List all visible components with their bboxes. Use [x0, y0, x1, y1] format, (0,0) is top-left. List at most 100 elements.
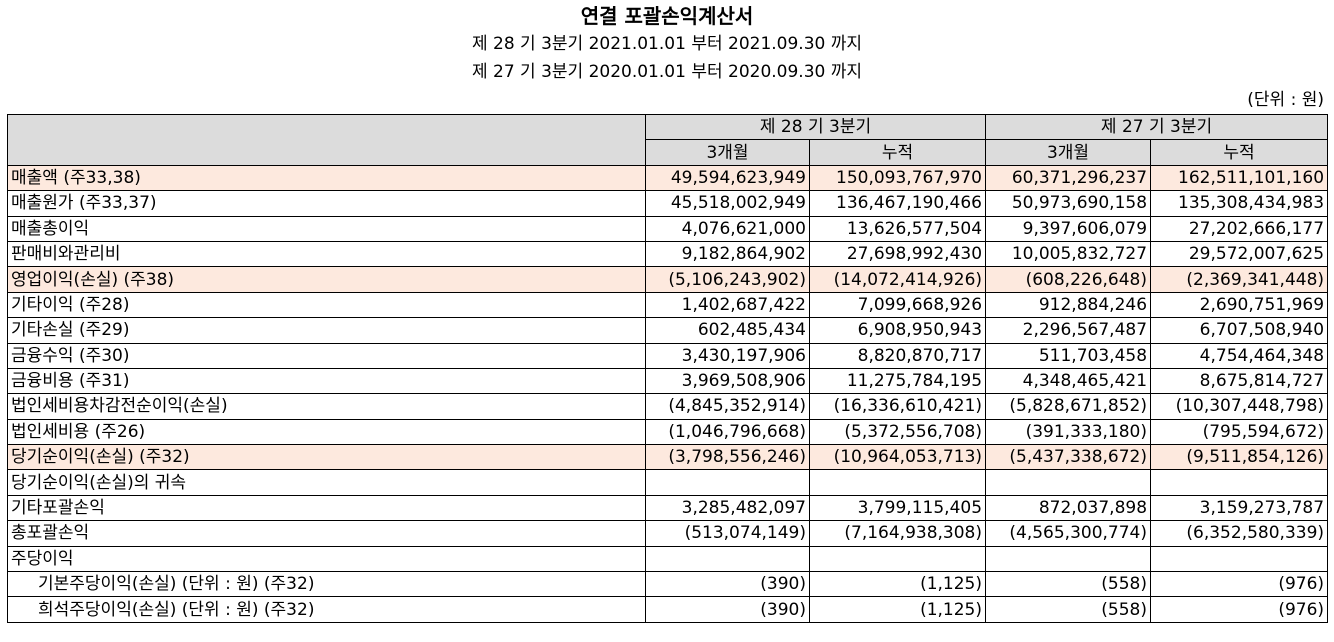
value-cell: (7,164,938,308): [808, 520, 987, 547]
table-row: 기타포괄손익 3,285,482,097 3,799,115,405 872,037,…: [7, 494, 1329, 522]
value-cell: 3,159,273,787: [1150, 494, 1329, 522]
value-cell: (1,125): [808, 571, 987, 598]
value-cell: [1150, 469, 1329, 496]
row-label: 판매비와관리비: [7, 240, 646, 268]
row-label: 주당이익: [7, 545, 646, 573]
value-cell: (5,372,556,708): [808, 418, 987, 446]
value-cell: 60,371,296,237: [985, 164, 1152, 192]
value-cell: 2,296,567,487: [985, 317, 1152, 344]
table-row: 매출액 (주33,38) 49,594,623,949 150,093,767,97…: [7, 164, 1329, 192]
row-label: 당기순이익(손실) (주32): [7, 444, 646, 471]
table-row: 기타손실 (주29) 602,485,434 6,908,950,943 2,296,…: [7, 317, 1329, 344]
statement-body: 매출액 (주33,38) 49,594,623,949 150,093,767,97…: [7, 164, 1329, 623]
value-cell: (10,307,448,798): [1150, 393, 1329, 420]
value-cell: (5,106,243,902): [645, 266, 810, 293]
header-row-subcolumns: 3개월 누적 3개월 누적: [8, 139, 1329, 166]
value-cell: (10,964,053,713): [808, 444, 987, 471]
value-cell: 3,969,508,906: [645, 367, 810, 395]
value-cell: [808, 545, 987, 573]
value-cell: 3,799,115,405: [808, 494, 987, 522]
value-cell: 150,093,767,970: [808, 164, 987, 192]
row-label: 기타포괄손익: [7, 494, 646, 522]
value-cell: 7,099,668,926: [808, 291, 987, 319]
value-cell: (391,333,180): [985, 418, 1152, 446]
header-prior-period: 제 27 기 3분기: [985, 113, 1329, 141]
value-cell: (976): [1150, 596, 1329, 623]
value-cell: 872,037,898: [985, 494, 1152, 522]
table-row: 총포괄손익 (513,074,149) (7,164,938,308) (4,565,…: [7, 520, 1329, 547]
value-cell: 511,703,458: [985, 342, 1152, 369]
value-cell: 49,594,623,949: [645, 164, 810, 192]
table-row: 법인세비용차감전순이익(손실) (4,845,352,914) (16,336,61…: [7, 393, 1329, 420]
row-label: 영업이익(손실) (주38): [7, 266, 646, 293]
value-cell: [808, 469, 987, 496]
value-cell: 11,275,784,195: [808, 367, 987, 395]
value-cell: (558): [985, 571, 1152, 598]
period-prior: 제 27 기 3분기 2020.01.01 부터 2020.09.30 까지: [471, 62, 863, 82]
value-cell: 29,572,007,625: [1150, 240, 1329, 268]
header-prior-cumulative: 누적: [1150, 139, 1329, 166]
value-cell: 50,973,690,158: [985, 190, 1152, 217]
value-cell: 162,511,101,160: [1150, 164, 1329, 192]
row-label: 매출액 (주33,38): [7, 164, 646, 192]
value-cell: 45,518,002,949: [645, 190, 810, 217]
header-current-cumulative: 누적: [808, 139, 987, 166]
value-cell: (4,845,352,914): [645, 393, 810, 420]
table-row: 주당이익: [7, 545, 1329, 573]
value-cell: 912,884,246: [985, 291, 1152, 319]
header-prior-3months: 3개월: [985, 139, 1152, 166]
period-current: 제 28 기 3분기 2021.01.01 부터 2021.09.30 까지: [471, 34, 863, 54]
row-label: 법인세비용차감전순이익(손실): [7, 393, 646, 420]
row-label: 희석주당이익(손실) (단위 : 원) (주32): [7, 596, 646, 623]
table-row: 당기순이익(손실)의 귀속: [7, 469, 1329, 496]
row-label: 금융비용 (주31): [7, 367, 646, 395]
header-current-period: 제 28 기 3분기: [644, 113, 987, 141]
table-row: 금융수익 (주30) 3,430,197,906 8,820,870,717 511,…: [7, 342, 1329, 369]
income-statement-table: 제 28 기 3분기 제 27 기 3분기 3개월 누적 3개월 누적 매출액 …: [7, 113, 1329, 623]
value-cell: 8,675,814,727: [1150, 367, 1329, 395]
value-cell: 1,402,687,422: [645, 291, 810, 319]
table-row: 희석주당이익(손실) (단위 : 원) (주32) (390) (1,125) (55…: [7, 596, 1329, 623]
value-cell: 3,430,197,906: [645, 342, 810, 369]
value-cell: 8,820,870,717: [808, 342, 987, 369]
table-row: 금융비용 (주31) 3,969,508,906 11,275,784,195 4,3…: [7, 367, 1329, 395]
table-row: 당기순이익(손실) (주32) (3,798,556,246) (10,964,05…: [7, 444, 1329, 471]
row-label: 총포괄손익: [7, 520, 646, 547]
value-cell: [985, 545, 1152, 573]
header-current-3months: 3개월: [645, 139, 810, 166]
value-cell: 136,467,190,466: [808, 190, 987, 217]
table-row: 매출총이익 4,076,621,000 13,626,577,504 9,397,60…: [7, 215, 1329, 242]
value-cell: 10,005,832,727: [985, 240, 1152, 268]
table-row: 기타이익 (주28) 1,402,687,422 7,099,668,926 912,…: [7, 291, 1329, 319]
value-cell: 6,908,950,943: [808, 317, 987, 344]
row-label: 기타이익 (주28): [7, 291, 646, 319]
value-cell: [645, 469, 810, 496]
value-cell: 135,308,434,983: [1150, 190, 1329, 217]
value-cell: (6,352,580,339): [1150, 520, 1329, 547]
value-cell: [985, 469, 1152, 496]
row-label: 기본주당이익(손실) (단위 : 원) (주32): [7, 571, 646, 598]
row-label: 매출원가 (주33,37): [7, 190, 646, 217]
value-cell: (513,074,149): [645, 520, 810, 547]
value-cell: 9,397,606,079: [985, 215, 1152, 242]
table-row: 법인세비용 (주26) (1,046,796,668) (5,372,556,708…: [7, 418, 1329, 446]
value-cell: (2,369,341,448): [1150, 266, 1329, 293]
value-cell: (390): [645, 596, 810, 623]
row-label: 법인세비용 (주26): [7, 418, 646, 446]
value-cell: (558): [985, 596, 1152, 623]
value-cell: (1,046,796,668): [645, 418, 810, 446]
value-cell: (16,336,610,421): [808, 393, 987, 420]
row-label: 당기순이익(손실)의 귀속: [7, 469, 646, 496]
statement-title: 연결 포괄손익계산서: [580, 4, 754, 28]
row-label: 금융수익 (주30): [7, 342, 646, 369]
value-cell: (14,072,414,926): [808, 266, 987, 293]
unit-label: (단위 : 원): [1247, 90, 1324, 110]
value-cell: 4,348,465,421: [985, 367, 1152, 395]
value-cell: (795,594,672): [1150, 418, 1329, 446]
value-cell: (3,798,556,246): [645, 444, 810, 471]
value-cell: 4,076,621,000: [645, 215, 810, 242]
header-account: [7, 114, 646, 166]
row-label: 기타손실 (주29): [7, 317, 646, 344]
value-cell: 9,182,864,902: [645, 240, 810, 268]
row-label: 매출총이익: [7, 215, 646, 242]
